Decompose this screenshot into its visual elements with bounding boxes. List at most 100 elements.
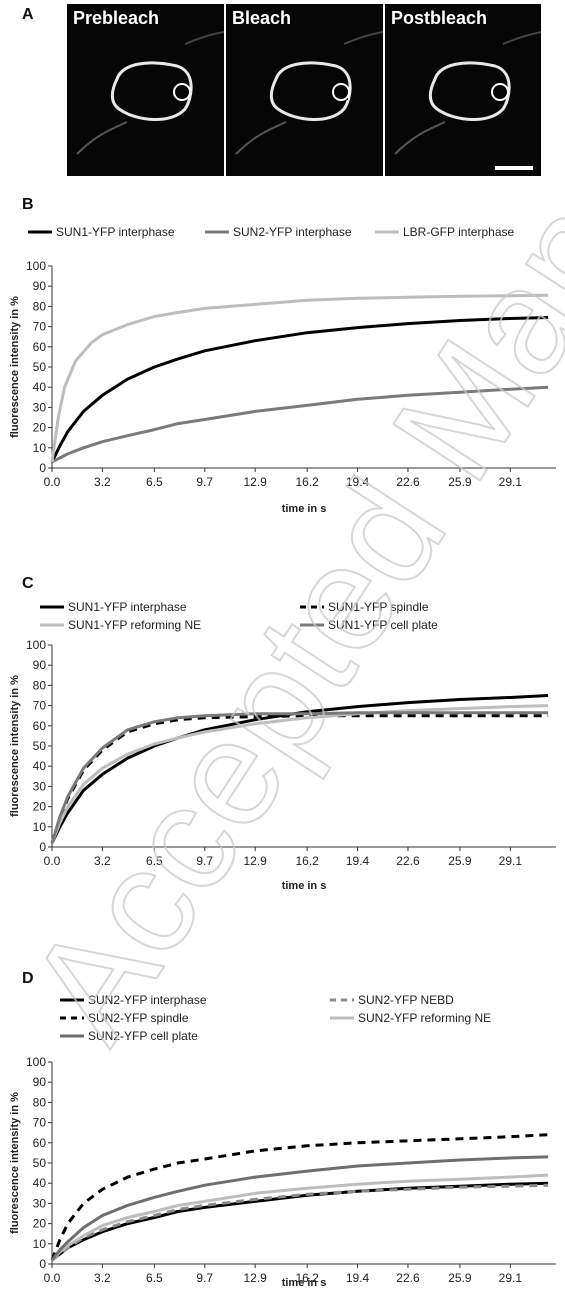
x-tick-label: 29.1 (499, 854, 523, 868)
x-tick-label: 16.2 (295, 1271, 319, 1285)
chart-panel-c: SUN1-YFP interphase SUN1-YFP spindle SUN1-… (9, 600, 556, 892)
cell-wall-faint (394, 121, 446, 155)
legend-entry: SUN1-YFP cell plate (328, 618, 438, 632)
micrograph-prebleach: Prebleach (67, 4, 225, 176)
x-tick-label: 16.2 (295, 854, 319, 868)
x-tick-label: 25.9 (448, 1271, 472, 1285)
y-tick-label: 100 (26, 259, 46, 273)
y-tick-label: 20 (33, 1217, 47, 1231)
y-tick-label: 70 (33, 320, 47, 334)
legend-entry: SUN2-YFP interphase (233, 225, 352, 239)
nuclear-envelope-ring (110, 61, 193, 121)
y-axis-label: fluorescence intensity in % (9, 296, 21, 438)
legend-entry: SUN2-YFP spindle (88, 1011, 189, 1025)
y-tick-label: 60 (33, 1136, 47, 1150)
bleached-gap (334, 84, 348, 100)
cell-wall-faint-2 (184, 31, 225, 45)
y-tick-label: 40 (33, 380, 47, 394)
panel-letter-d: D (22, 970, 34, 987)
chart-panel-b: SUN1-YFP interphase SUN2-YFP interphase LB… (9, 225, 556, 515)
x-tick-label: 3.2 (94, 1271, 111, 1285)
y-tick-label: 20 (33, 800, 47, 814)
y-tick-label: 90 (33, 658, 47, 672)
y-tick-label: 30 (33, 400, 47, 414)
x-tick-label: 19.4 (346, 854, 370, 868)
y-tick-label: 60 (33, 340, 47, 354)
bleach-region-circle (173, 83, 191, 101)
x-tick-label: 16.2 (295, 475, 319, 489)
x-tick-label: 6.5 (146, 854, 163, 868)
legend-entry: SUN1-YFP interphase (56, 225, 175, 239)
bleach-region-circle (332, 83, 350, 101)
micrograph-prebleach-image (76, 31, 225, 155)
x-tick-label: 6.5 (146, 1271, 163, 1285)
x-tick-label: 0.0 (44, 1271, 61, 1285)
y-tick-label: 80 (33, 1095, 47, 1109)
x-tick-label: 12.9 (243, 475, 267, 489)
cell-wall-faint (235, 121, 287, 155)
series-line (51, 385, 549, 464)
panel-letter-c: C (22, 575, 34, 592)
x-tick-label: 19.4 (346, 1271, 370, 1285)
series-line (50, 711, 549, 844)
series-line (50, 316, 549, 463)
series-line (51, 1183, 549, 1262)
y-tick-label: 100 (26, 638, 46, 652)
y-tick-label: 70 (33, 699, 47, 713)
y-tick-label: 50 (33, 360, 47, 374)
y-tick-label: 0 (39, 840, 46, 854)
y-tick-label: 60 (33, 719, 47, 733)
x-tick-label: 3.2 (94, 475, 111, 489)
x-axis-label: time in s (282, 1277, 327, 1288)
y-tick-label: 40 (33, 759, 47, 773)
micrograph-postbleach-image (394, 31, 543, 170)
micrograph-divider (224, 4, 226, 176)
x-tick-label: 0.0 (44, 854, 61, 868)
y-tick-label: 30 (33, 1196, 47, 1210)
x-tick-label: 12.9 (243, 1271, 267, 1285)
x-tick-label: 0.0 (44, 475, 61, 489)
x-axis-label: time in s (282, 880, 327, 892)
y-tick-label: 50 (33, 739, 47, 753)
y-tick-label: 0 (39, 1257, 46, 1271)
y-tick-label: 90 (33, 1075, 47, 1089)
y-tick-label: 40 (33, 1176, 47, 1190)
y-tick-label: 10 (33, 441, 47, 455)
legend-entry: SUN2-YFP NEBD (358, 993, 454, 1007)
series-line (50, 1155, 549, 1261)
legend-entry: SUN2-YFP interphase (88, 993, 207, 1007)
y-tick-label: 90 (33, 279, 47, 293)
x-tick-label: 6.5 (146, 475, 163, 489)
x-tick-label: 9.7 (196, 475, 213, 489)
y-tick-label: 80 (33, 678, 47, 692)
cell-wall-faint-2 (502, 31, 543, 45)
series-line (50, 293, 549, 463)
micrograph-postbleach: Postbleach (385, 4, 543, 176)
x-tick-label: 22.6 (396, 475, 420, 489)
x-tick-label: 25.9 (448, 475, 472, 489)
micrograph-label-postbleach: Postbleach (391, 8, 488, 28)
y-tick-label: 50 (33, 1156, 47, 1170)
nuclear-envelope-ring (269, 61, 352, 121)
x-tick-label: 25.9 (448, 854, 472, 868)
bleach-region-circle (491, 83, 509, 101)
x-tick-label: 29.1 (499, 1271, 523, 1285)
micrograph-label-bleach: Bleach (232, 8, 292, 28)
y-tick-label: 30 (33, 779, 47, 793)
y-tick-label: 0 (39, 461, 46, 475)
y-tick-label: 10 (33, 820, 47, 834)
x-tick-label: 3.2 (94, 854, 111, 868)
legend-entry: SUN2-YFP reforming NE (358, 1011, 491, 1025)
chart-panel-d: SUN2-YFP interphase SUN2-YFP NEBD SUN2-YFP… (9, 993, 556, 1288)
micrograph-label-prebleach: Prebleach (73, 8, 160, 28)
x-tick-label: 19.4 (346, 475, 370, 489)
scale-bar (495, 166, 533, 170)
legend-entry: SUN2-YFP cell plate (88, 1029, 198, 1043)
cell-wall-faint (76, 121, 128, 155)
x-tick-label: 9.7 (196, 854, 213, 868)
panel-letter-b: B (22, 196, 34, 213)
y-tick-label: 100 (26, 1055, 46, 1069)
series-line (50, 1133, 549, 1261)
x-tick-label: 9.7 (196, 1271, 213, 1285)
y-tick-label: 80 (33, 299, 47, 313)
